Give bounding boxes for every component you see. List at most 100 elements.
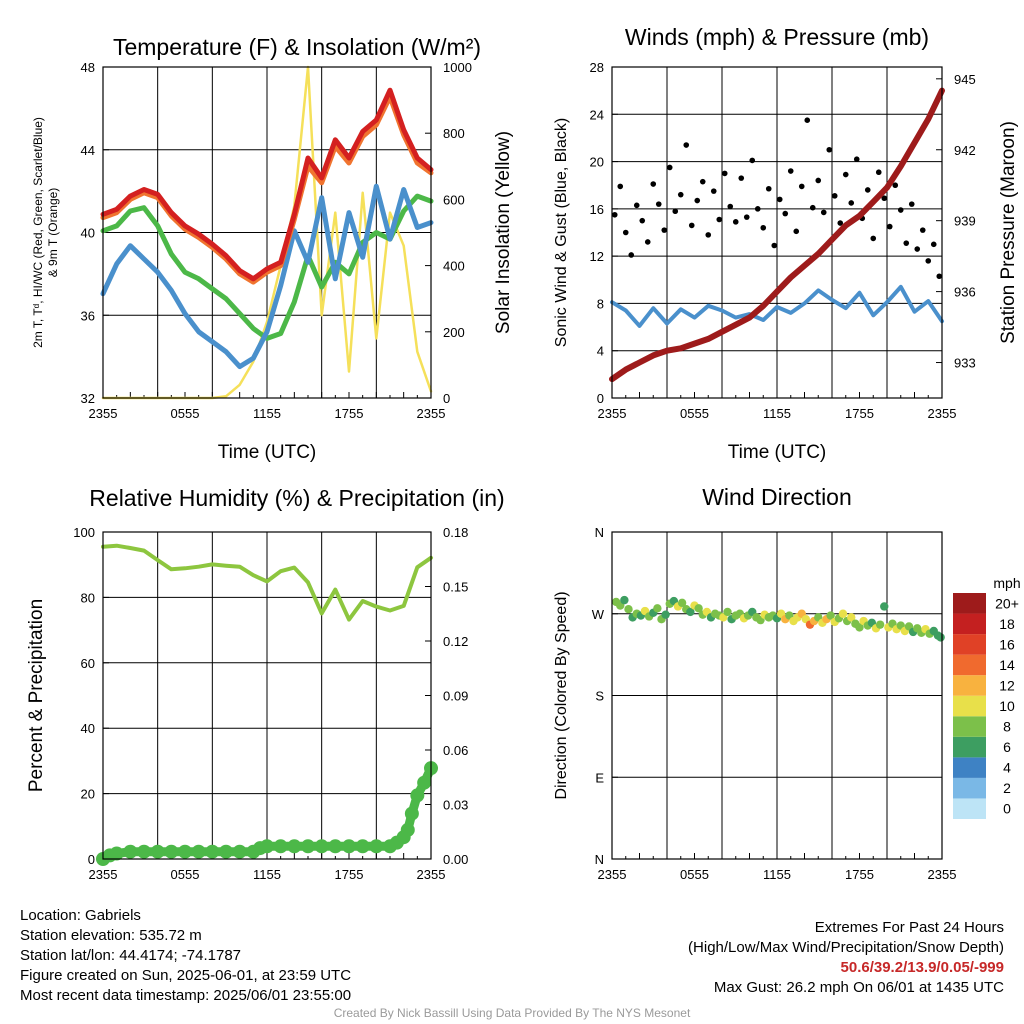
legend-swatch (953, 634, 986, 655)
precip-point (287, 839, 302, 854)
y-right-tick-label: 942 (954, 143, 976, 158)
y-axis-label: Percent & Precipitation (26, 599, 47, 792)
legend-swatch (953, 736, 986, 758)
gust-point (650, 181, 657, 187)
y-tick-label: 40 (81, 721, 95, 736)
precip-point (410, 788, 425, 803)
x-tick-label: 1755 (335, 867, 364, 882)
gust-point (628, 252, 635, 258)
gust-point (892, 182, 899, 189)
legend-title: mph (993, 575, 1020, 591)
x-tick-label: 1155 (763, 867, 791, 882)
legend-label: 12 (999, 677, 1015, 693)
elevation-text: Station elevation: 535.72 m (20, 927, 202, 944)
gust-point (837, 220, 844, 226)
legend-label: 2 (1003, 780, 1011, 796)
wind-direction-point (855, 623, 864, 632)
y-tick-label: 100 (73, 525, 95, 540)
gust-point (705, 232, 712, 238)
x-tick-label: 2355 (928, 406, 957, 421)
y-tick-label: 40 (81, 226, 95, 241)
wind-direction-point (661, 610, 670, 619)
gust-point (853, 156, 860, 163)
x-tick-label: 2355 (89, 406, 118, 421)
legend-swatch (953, 613, 986, 635)
gust-point (710, 188, 717, 194)
y-right-tick-label: 400 (443, 259, 465, 274)
wind-direction-point (723, 607, 732, 617)
plot-frame (611, 66, 943, 399)
gust-point (782, 210, 789, 217)
x-tick-label: 1155 (253, 406, 281, 421)
x-tick-label: 2355 (598, 867, 627, 882)
x-tick-label: 0555 (680, 406, 709, 421)
gust-point (749, 157, 756, 164)
y-axis-label-line1: 2m T, Tᵈ, HI/WC (Red, Green, Scarlet/Blu… (31, 117, 45, 348)
legend-swatch (953, 695, 986, 717)
panel-2: 2355 0555 1155 1755 235504812162024289339369… (553, 24, 1019, 463)
y-right-tick-label: 200 (443, 325, 465, 340)
legend-swatch (953, 675, 986, 696)
y-right-tick-label: 939 (954, 214, 976, 229)
credit-text: Created By Nick Bassill Using Data Provi… (333, 1006, 691, 1020)
precip-point (369, 839, 384, 854)
gust-point (804, 117, 811, 123)
wind-direction-point (838, 609, 848, 618)
x-tick-label: 1755 (845, 406, 874, 421)
x-tick-label: 2355 (417, 406, 446, 421)
panel-3: 2355 0555 1155 1755 23550204060801000.000.03… (26, 485, 505, 882)
extremes-subtitle: (High/Low/Max Wind/Precipitation/Snow De… (688, 939, 1004, 956)
latlon-text: Station lat/lon: 44.4174; -74.1787 (20, 947, 242, 964)
gust-point (930, 241, 937, 248)
precip-point (178, 844, 192, 859)
y-tick-label: 28 (590, 60, 604, 75)
y-tick-label: 20 (81, 787, 95, 802)
legend-label: 4 (1003, 760, 1011, 776)
legend-label: 10 (999, 698, 1015, 714)
y-tick-label: N (595, 852, 604, 867)
wind-direction-point (677, 598, 687, 608)
precip-point (205, 844, 220, 859)
extremes-info: Extremes For Past 24 Hours (High/Low/Max… (688, 918, 1004, 998)
gust-point (919, 227, 926, 233)
y-right-tick-label: 0.03 (443, 798, 468, 813)
wind-direction-point (936, 633, 945, 642)
gust-point (760, 224, 767, 231)
y-right-axis-label: Solar Insolation (Yellow) (493, 131, 514, 334)
precip-point (219, 844, 233, 859)
gust-point (809, 204, 816, 211)
precip-point (273, 839, 288, 854)
extremes-title: Extremes For Past 24 Hours (814, 919, 1004, 936)
precip-point (137, 844, 151, 859)
panel-1: 2355 0555 1155 1755 235532364044480200400600… (31, 34, 514, 463)
series-line-2m-t (100, 87, 434, 282)
y-right-tick-label: 0.06 (443, 743, 468, 758)
max-gust-text: Max Gust: 26.2 mph On 06/01 at 1435 UTC (713, 979, 1004, 996)
x-axis-label: Time (UTC) (218, 442, 317, 463)
gust-point (908, 201, 915, 207)
x-tick-label: 1755 (845, 867, 874, 882)
y-axis-label: Sonic Wind & Gust (Blue, Black) (553, 118, 570, 347)
y-tick-label: 0 (597, 391, 604, 406)
series-line-sonic-wind (610, 284, 944, 328)
series-line-pressure (609, 87, 945, 383)
legend-swatch (953, 798, 986, 819)
plot-frame (102, 66, 432, 399)
gust-point (639, 217, 646, 224)
x-tick-label: 2355 (928, 867, 957, 882)
y-right-tick-label: 0.12 (443, 634, 468, 649)
x-tick-label: 1755 (335, 406, 364, 421)
y-tick-label: W (592, 607, 605, 622)
x-tick-label: 1155 (763, 406, 791, 421)
precip-point (150, 844, 165, 859)
extremes-value: 50.6/39.2/13.9/0.05/-999 (840, 959, 1004, 976)
precip-point (109, 846, 124, 861)
gust-point (688, 222, 695, 229)
wind-direction-point (620, 595, 629, 605)
y-tick-label: 36 (81, 308, 95, 323)
wind-direction-point (847, 613, 856, 622)
gust-point (743, 214, 750, 220)
panel-title: Wind Direction (702, 484, 852, 510)
